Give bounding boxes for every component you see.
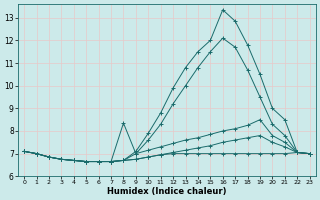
- X-axis label: Humidex (Indice chaleur): Humidex (Indice chaleur): [107, 187, 227, 196]
